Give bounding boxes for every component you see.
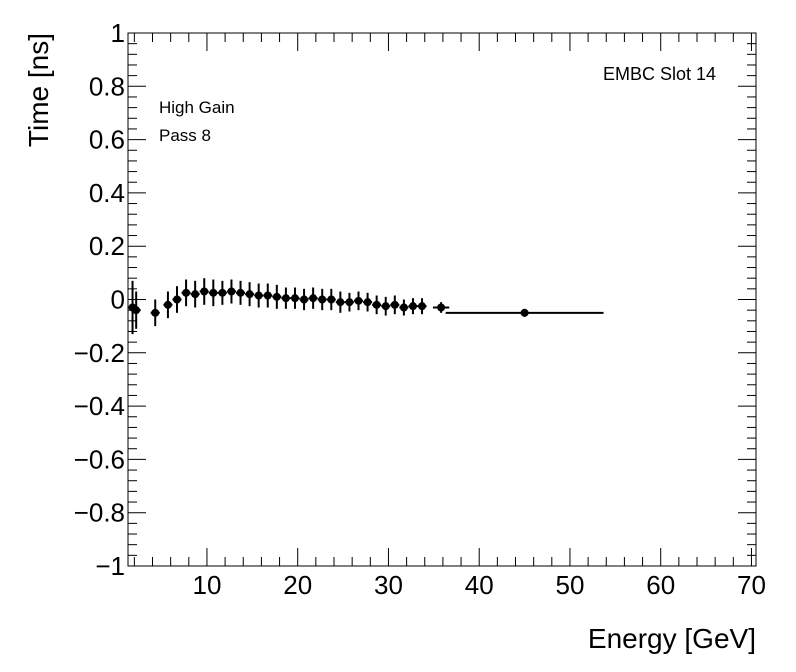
data-point: [335, 291, 345, 313]
data-point: [390, 295, 400, 315]
data-point: [363, 292, 373, 312]
data-point: [299, 288, 309, 311]
data-point: [308, 287, 318, 309]
point-marker: [520, 308, 529, 317]
point-marker: [372, 300, 381, 309]
point-marker: [354, 296, 363, 305]
x-axis-tick-labels: 10 20 30 40 50 60 70: [192, 570, 765, 600]
data-point: [208, 279, 218, 307]
data-point: [445, 308, 604, 317]
data-point: [254, 283, 264, 308]
data-point: [226, 279, 236, 304]
point-marker: [263, 291, 272, 300]
y-tick-label: −0.2: [74, 338, 125, 368]
point-marker: [209, 288, 218, 297]
y-tick-label: −0.8: [74, 498, 125, 528]
point-marker: [318, 295, 327, 304]
slot-label: EMBC Slot 14: [603, 64, 716, 84]
x-tick-label: 50: [555, 570, 584, 600]
point-marker: [173, 295, 182, 304]
data-point: [381, 296, 391, 316]
y-axis-title: Time [ns]: [23, 33, 54, 147]
point-marker: [151, 308, 160, 317]
data-point: [235, 280, 246, 305]
point-marker: [437, 303, 446, 312]
y-axis-tick-labels: −1 −0.8 −0.6 −0.4 −0.2 0 0.2 0.4 0.6 0.8 1: [74, 18, 125, 581]
point-marker: [336, 298, 345, 307]
point-marker: [418, 302, 427, 311]
x-tick-label: 40: [465, 570, 494, 600]
x-tick-label: 70: [737, 570, 766, 600]
point-marker: [281, 294, 290, 303]
data-point: [199, 278, 209, 305]
data-series: [128, 278, 604, 335]
y-axis-ticks: [128, 32, 756, 567]
data-point: [372, 295, 382, 315]
data-point: [317, 288, 327, 311]
point-marker: [300, 295, 309, 304]
gain-label: High Gain: [159, 98, 235, 117]
point-marker: [408, 302, 417, 311]
x-axis-title: Energy [GeV]: [588, 623, 756, 654]
data-point: [417, 298, 427, 315]
data-point: [181, 279, 191, 307]
x-axis-ticks: [133, 33, 752, 566]
y-tick-label: 0.4: [89, 178, 125, 208]
point-marker: [236, 288, 245, 297]
data-point: [263, 283, 273, 308]
point-marker: [290, 294, 299, 303]
x-tick-label: 30: [374, 570, 403, 600]
point-marker: [200, 287, 209, 296]
y-tick-label: −1: [95, 551, 125, 581]
data-point: [408, 298, 418, 315]
data-point: [172, 286, 182, 313]
y-tick-label: 0.8: [89, 71, 125, 101]
x-tick-label: 10: [192, 570, 221, 600]
data-point: [163, 291, 173, 319]
point-marker: [381, 302, 390, 311]
point-marker: [245, 290, 254, 299]
point-marker: [345, 298, 354, 307]
point-marker: [254, 291, 263, 300]
data-point: [353, 291, 364, 311]
data-point: [432, 302, 450, 313]
data-point: [272, 284, 282, 309]
data-point: [131, 291, 141, 329]
point-marker: [182, 288, 191, 297]
point-marker: [227, 287, 236, 296]
x-tick-label: 60: [646, 570, 675, 600]
point-marker: [327, 295, 336, 304]
x-tick-label: 20: [283, 570, 312, 600]
data-point: [344, 292, 354, 312]
y-tick-label: −0.6: [74, 444, 125, 474]
point-marker: [132, 306, 141, 315]
point-marker: [163, 300, 172, 309]
data-point: [290, 287, 300, 309]
y-tick-label: −0.4: [74, 391, 125, 421]
data-point: [245, 282, 255, 307]
data-point: [281, 287, 291, 309]
point-marker: [218, 288, 227, 297]
y-tick-label: 0.6: [89, 125, 125, 155]
pass-label: Pass 8: [159, 126, 211, 145]
data-point: [150, 299, 160, 327]
data-point: [399, 299, 409, 316]
point-marker: [390, 300, 399, 309]
y-tick-label: 0.2: [89, 231, 125, 261]
point-marker: [309, 294, 318, 303]
y-tick-label: 0: [111, 285, 125, 315]
y-tick-label: 1: [111, 18, 125, 48]
point-marker: [191, 290, 200, 299]
data-point: [190, 280, 200, 308]
data-point: [217, 280, 227, 305]
data-point: [326, 288, 336, 311]
point-marker: [399, 303, 408, 312]
point-marker: [363, 298, 372, 307]
point-marker: [272, 292, 281, 301]
